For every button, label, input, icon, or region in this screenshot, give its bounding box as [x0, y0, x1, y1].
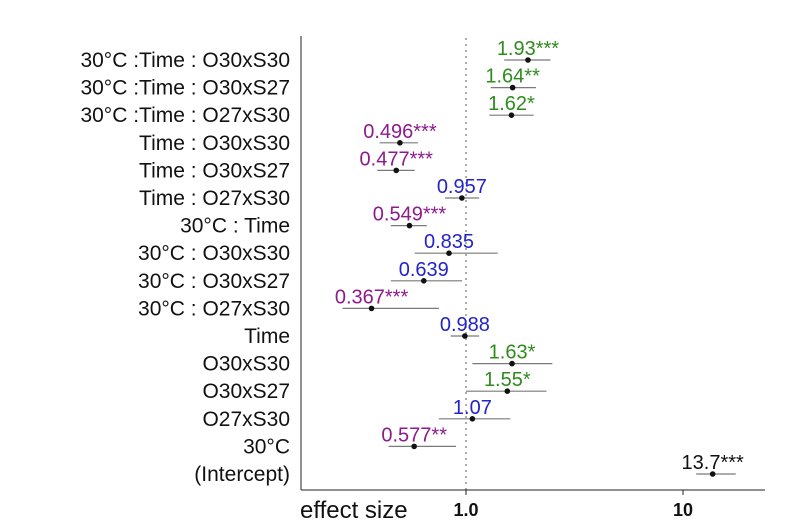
x-tick-label: 1.0 — [453, 500, 478, 520]
estimate-point — [459, 195, 465, 201]
estimate-point — [393, 167, 400, 174]
estimate-point — [469, 416, 476, 422]
value-label: 0.577** — [381, 424, 447, 446]
value-label: 1.63* — [489, 342, 536, 364]
value-label: 0.549*** — [373, 204, 447, 226]
row-label: 30°C :Time : O27xS30 — [80, 104, 290, 127]
row-label: 30°C :Time : O30xS27 — [80, 77, 290, 100]
estimate-point — [420, 278, 427, 284]
estimate-point — [462, 333, 468, 339]
estimate-point — [525, 57, 531, 63]
value-label: 0.639 — [399, 259, 449, 281]
row-label: Time : O30xS30 — [139, 132, 290, 155]
estimate-point — [368, 305, 375, 312]
row-label: Time — [244, 325, 290, 348]
value-label: 13.7*** — [682, 452, 744, 474]
value-label: 0.988 — [440, 314, 490, 336]
x-axis-title: effect size — [300, 497, 408, 524]
estimate-point — [406, 222, 413, 229]
estimate-point — [411, 443, 417, 450]
estimate-point — [508, 112, 515, 118]
row-label: 30°C : O30xS30 — [138, 242, 290, 265]
row-label: O27xS30 — [202, 408, 290, 431]
row-label: 30°C : O27xS30 — [138, 297, 290, 320]
row-label: O30xS27 — [202, 380, 290, 403]
value-label: 1.62* — [488, 93, 535, 115]
x-tick-label: 10 — [673, 500, 693, 520]
value-label: 1.55* — [484, 369, 531, 391]
value-label: 1.07 — [453, 397, 492, 419]
estimate-point — [397, 140, 403, 146]
estimate-point — [509, 84, 516, 91]
estimate-point — [709, 471, 716, 477]
value-label: 1.64** — [485, 66, 540, 88]
row-label: (Intercept) — [194, 463, 290, 486]
value-label: 0.835 — [424, 231, 474, 253]
row-label: 30°C :Time : O30xS30 — [80, 49, 290, 72]
row-label: O30xS30 — [202, 353, 290, 376]
row-label: Time : O27xS30 — [139, 187, 290, 210]
value-label: 1.93*** — [497, 38, 559, 60]
value-label: 0.477*** — [360, 148, 434, 170]
value-label: 0.496*** — [363, 121, 437, 143]
row-label: 30°C — [243, 435, 290, 458]
row-label: 30°C : Time — [180, 215, 290, 238]
row-label: Time : O30xS27 — [139, 159, 290, 182]
value-label: 0.957 — [437, 176, 487, 198]
estimate-point — [509, 360, 515, 367]
estimate-point — [446, 250, 452, 256]
value-label: 0.367*** — [335, 286, 409, 308]
row-label: 30°C : O30xS27 — [138, 270, 290, 293]
estimate-point — [504, 388, 511, 395]
